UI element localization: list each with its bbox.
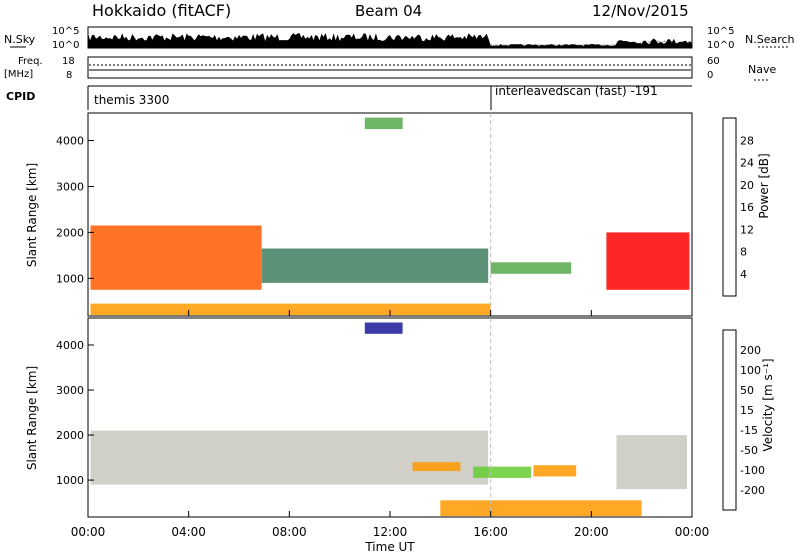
velocity-ytick-label: 4000	[56, 339, 84, 352]
power-ytick-label: 2000	[56, 226, 84, 239]
power-scatter-region	[90, 303, 491, 316]
power-scatter-region	[90, 225, 262, 290]
velocity-colorbar-tick: 50	[740, 384, 754, 397]
power-scatter-region	[606, 232, 690, 290]
noise-panel: N.Sky 10^5 10^0 10^5 10^0 N.Search	[4, 26, 795, 51]
velocity-colorbar-tick: 15	[740, 404, 754, 417]
velocity-ytick-label: 1000	[56, 474, 84, 487]
velocity-colorbar-tick: -200	[740, 484, 765, 497]
power-panel: Slant Range [km] 1000 2000 3000 4000	[25, 112, 693, 317]
time-tick-label: 16:00	[473, 525, 508, 539]
time-tick-label: 04:00	[171, 525, 206, 539]
noise-tick-top: 10^5	[52, 26, 79, 37]
nave-label: Nave	[748, 63, 776, 76]
time-tick-label: 00:00	[71, 525, 106, 539]
power-ylabel: Slant Range [km]	[25, 163, 39, 267]
power-colorbar-label: Power [dB]	[757, 153, 771, 218]
cpid-segment-2: interleavedscan (fast) -191	[495, 84, 658, 98]
velocity-ylabel: Slant Range [km]	[25, 366, 39, 470]
freq-label: Freq.	[18, 56, 43, 67]
noise-right-label: N.Search	[745, 33, 795, 46]
velocity-scatter-region	[412, 462, 461, 472]
power-colorbar: Power [dB] 4 8 12 16 20 24 28	[722, 117, 771, 297]
velocity-scatter-region	[90, 430, 489, 485]
nave-tick-bottom: 0	[707, 70, 713, 81]
freq-tick-top: 18	[62, 56, 75, 67]
velocity-ytick-label: 3000	[56, 384, 84, 397]
power-scatter-region	[490, 262, 572, 274]
power-colorbar-tick: 8	[740, 246, 747, 259]
power-colorbar-tick: 16	[740, 201, 754, 214]
power-scatter-region	[364, 117, 403, 130]
power-ytick-label: 1000	[56, 272, 84, 285]
noise-trace	[88, 33, 692, 48]
power-colorbar-tick: 28	[740, 134, 754, 147]
velocity-colorbar-label: Velocity [m s⁻¹]	[761, 358, 775, 451]
freq-unit: [MHz]	[4, 69, 33, 80]
nave-tick-top: 60	[707, 56, 720, 67]
cpid-label: CPID	[6, 90, 35, 103]
power-colorbar-tick: 4	[740, 268, 747, 281]
noise-tick-top-right: 10^5	[707, 26, 734, 37]
velocity-colorbar-tick: -15	[740, 424, 758, 437]
freq-panel: Freq. [MHz] 18 8 60 0 Nave	[4, 56, 776, 81]
velocity-scatter-region	[364, 322, 403, 334]
velocity-colorbar-tick: 200	[740, 344, 761, 357]
cpid-panel: CPID themis 3300 interleavedscan (fast) …	[6, 84, 692, 110]
freq-tick-bottom: 8	[66, 70, 72, 81]
velocity-scatter-region	[440, 500, 642, 517]
power-colorbar-tick: 12	[740, 223, 754, 236]
velocity-scatter-region	[533, 465, 577, 477]
velocity-colorbar-tick: 100	[740, 364, 761, 377]
noise-tick-bottom-right: 10^0	[707, 40, 734, 51]
noise-left-label: N.Sky	[4, 33, 36, 46]
velocity-panel: Slant Range [km] 1000 2000 3000 4000	[25, 317, 693, 518]
velocity-scatter-region	[473, 466, 531, 478]
cpid-segment-1: themis 3300	[94, 93, 169, 107]
power-colorbar-tick: 20	[740, 179, 754, 192]
time-axis-label: Time UT	[364, 540, 415, 554]
power-colorbar-tick: 24	[740, 157, 754, 170]
power-ytick-label: 3000	[56, 180, 84, 193]
velocity-scatter-region	[616, 435, 687, 490]
velocity-colorbar: Velocity [m s⁻¹] 200 100 50 15 -15 -50 -100 -20…	[722, 329, 775, 511]
power-ytick-label: 4000	[56, 135, 84, 148]
time-axis: Time UT 00:00 04:00 08:00 12:00 16:00 20:00 00…	[71, 310, 710, 554]
velocity-colorbar-tick: -100	[740, 464, 765, 477]
time-tick-label: 08:00	[272, 525, 307, 539]
time-tick-label: 00:00	[675, 525, 710, 539]
noise-tick-bottom: 10^0	[52, 40, 79, 51]
beam-title: Beam 04	[355, 2, 422, 20]
power-scatter-region	[261, 248, 489, 283]
time-tick-label: 20:00	[574, 525, 609, 539]
station-title: Hokkaido (fitACF)	[92, 1, 231, 20]
time-tick-label: 12:00	[373, 525, 408, 539]
velocity-colorbar-tick: -50	[740, 444, 758, 457]
date-title: 12/Nov/2015	[592, 2, 689, 20]
velocity-ytick-label: 2000	[56, 429, 84, 442]
